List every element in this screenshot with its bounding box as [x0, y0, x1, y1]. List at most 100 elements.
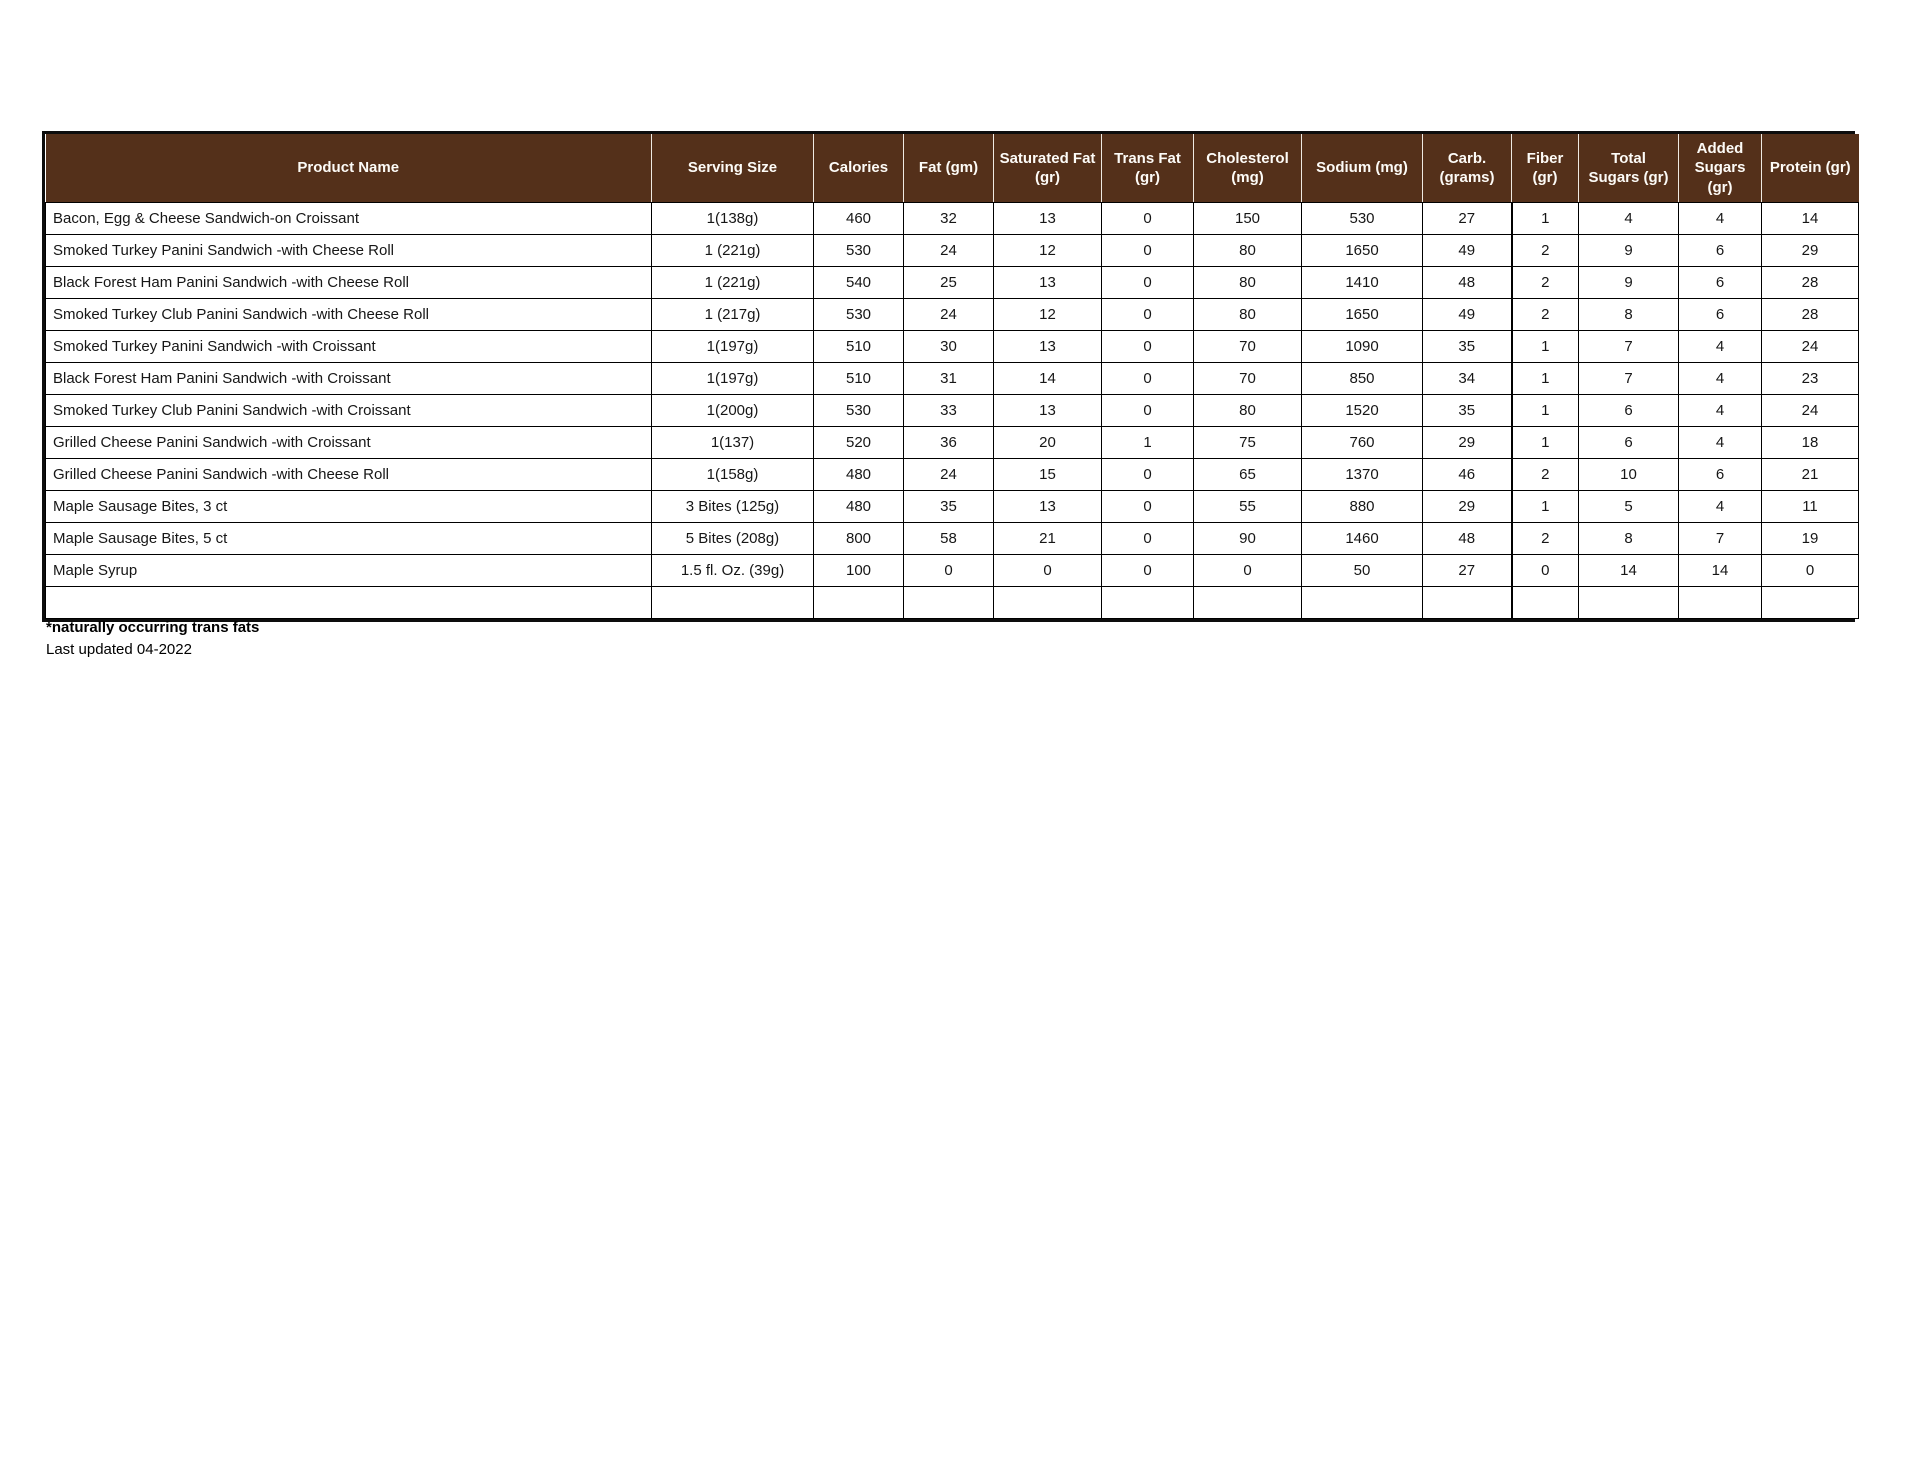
value-cell: [903, 586, 994, 619]
product-name-cell: Black Forest Ham Panini Sandwich -with C…: [45, 266, 652, 299]
product-name-cell: Black Forest Ham Panini Sandwich -with C…: [45, 362, 652, 395]
column-header-calories: Calories: [813, 134, 904, 203]
table-row: Black Forest Ham Panini Sandwich -with C…: [45, 266, 1859, 299]
value-cell: 510: [813, 362, 904, 395]
value-cell: 1650: [1301, 298, 1423, 331]
header-row: Product Name Serving Size Calories Fat (gm)…: [45, 134, 1859, 203]
value-cell: 1 (221g): [651, 266, 814, 299]
value-cell: 36: [903, 426, 994, 459]
value-cell: 0: [1761, 554, 1859, 587]
value-cell: [1301, 586, 1423, 619]
last-updated-note: Last updated 04-2022: [46, 641, 192, 658]
value-cell: 4: [1678, 394, 1762, 427]
value-cell: 49: [1422, 234, 1512, 267]
value-cell: 18: [1761, 426, 1859, 459]
value-cell: 12: [993, 234, 1102, 267]
value-cell: 1(200g): [651, 394, 814, 427]
value-cell: 6: [1678, 458, 1762, 491]
product-name-cell: Bacon, Egg & Cheese Sandwich-on Croissan…: [45, 202, 652, 235]
value-cell: 24: [1761, 330, 1859, 363]
value-cell: 1 (221g): [651, 234, 814, 267]
table-row: Maple Syrup 1.5 fl. Oz. (39g) 100 0 0 0 0 50 27 0…: [45, 554, 1859, 587]
value-cell: 760: [1301, 426, 1423, 459]
value-cell: 29: [1761, 234, 1859, 267]
value-cell: 1 (217g): [651, 298, 814, 331]
value-cell: 4: [1678, 490, 1762, 523]
value-cell: 13: [993, 490, 1102, 523]
value-cell: 0: [1101, 298, 1194, 331]
value-cell: 6: [1678, 234, 1762, 267]
value-cell: 3 Bites (125g): [651, 490, 814, 523]
value-cell: 80: [1193, 298, 1302, 331]
value-cell: 1: [1510, 362, 1579, 395]
value-cell: 4: [1678, 426, 1762, 459]
table-row: Grilled Cheese Panini Sandwich -with Cro…: [45, 426, 1859, 459]
value-cell: 33: [903, 394, 994, 427]
value-cell: 1(158g): [651, 458, 814, 491]
value-cell: 80: [1193, 394, 1302, 427]
value-cell: [993, 586, 1102, 619]
table-header: Product Name Serving Size Calories Fat (gm)…: [45, 134, 1859, 203]
value-cell: 25: [903, 266, 994, 299]
value-cell: 19: [1761, 522, 1859, 555]
table-row: Grilled Cheese Panini Sandwich -with Che…: [45, 458, 1859, 491]
value-cell: 1520: [1301, 394, 1423, 427]
value-cell: 0: [1101, 202, 1194, 235]
value-cell: 150: [1193, 202, 1302, 235]
value-cell: 8: [1578, 298, 1679, 331]
value-cell: 75: [1193, 426, 1302, 459]
column-header-saturated-fat-gr: Saturated Fat (gr): [993, 134, 1102, 203]
value-cell: [1193, 586, 1302, 619]
value-cell: 480: [813, 490, 904, 523]
value-cell: 9: [1578, 266, 1679, 299]
product-name-cell: Maple Sausage Bites, 5 ct: [45, 522, 652, 555]
nutrition-table: Product Name Serving Size Calories Fat (gm)…: [45, 134, 1859, 619]
value-cell: 1: [1101, 426, 1194, 459]
value-cell: [1678, 586, 1762, 619]
value-cell: 29: [1422, 490, 1512, 523]
table-row: Smoked Turkey Panini Sandwich -with Chee…: [45, 234, 1859, 267]
value-cell: 6: [1678, 298, 1762, 331]
value-cell: [1761, 586, 1859, 619]
value-cell: 4: [1678, 362, 1762, 395]
product-name-cell: Grilled Cheese Panini Sandwich -with Che…: [45, 458, 652, 491]
value-cell: 1: [1510, 330, 1579, 363]
column-header-product-name: Product Name: [45, 134, 652, 203]
value-cell: 14: [993, 362, 1102, 395]
value-cell: 13: [993, 394, 1102, 427]
value-cell: 800: [813, 522, 904, 555]
value-cell: 70: [1193, 330, 1302, 363]
value-cell: [813, 586, 904, 619]
value-cell: 0: [1101, 458, 1194, 491]
value-cell: 2: [1510, 522, 1579, 555]
value-cell: 21: [993, 522, 1102, 555]
product-name-cell: Maple Syrup: [45, 554, 652, 587]
value-cell: 530: [813, 394, 904, 427]
value-cell: 6: [1578, 426, 1679, 459]
value-cell: 5: [1578, 490, 1679, 523]
product-name-cell: Maple Sausage Bites, 3 ct: [45, 490, 652, 523]
value-cell: 35: [1422, 330, 1512, 363]
value-cell: [1578, 586, 1679, 619]
value-cell: [1101, 586, 1194, 619]
value-cell: 0: [1101, 362, 1194, 395]
value-cell: 24: [903, 458, 994, 491]
value-cell: 11: [1761, 490, 1859, 523]
value-cell: 14: [1761, 202, 1859, 235]
value-cell: 50: [1301, 554, 1423, 587]
value-cell: 24: [1761, 394, 1859, 427]
trans-fat-footnote: *naturally occurring trans fats: [46, 619, 260, 636]
value-cell: 90: [1193, 522, 1302, 555]
value-cell: [651, 586, 814, 619]
value-cell: 880: [1301, 490, 1423, 523]
value-cell: 24: [903, 298, 994, 331]
value-cell: 0: [903, 554, 994, 587]
table-row: Maple Sausage Bites, 5 ct 5 Bites (208g) 8…: [45, 522, 1859, 555]
value-cell: 5 Bites (208g): [651, 522, 814, 555]
column-header-cholesterol-mg: Cholesterol (mg): [1193, 134, 1302, 203]
value-cell: 35: [1422, 394, 1512, 427]
value-cell: 0: [1193, 554, 1302, 587]
value-cell: 1(137): [651, 426, 814, 459]
table-row: [45, 586, 1859, 619]
value-cell: 13: [993, 330, 1102, 363]
